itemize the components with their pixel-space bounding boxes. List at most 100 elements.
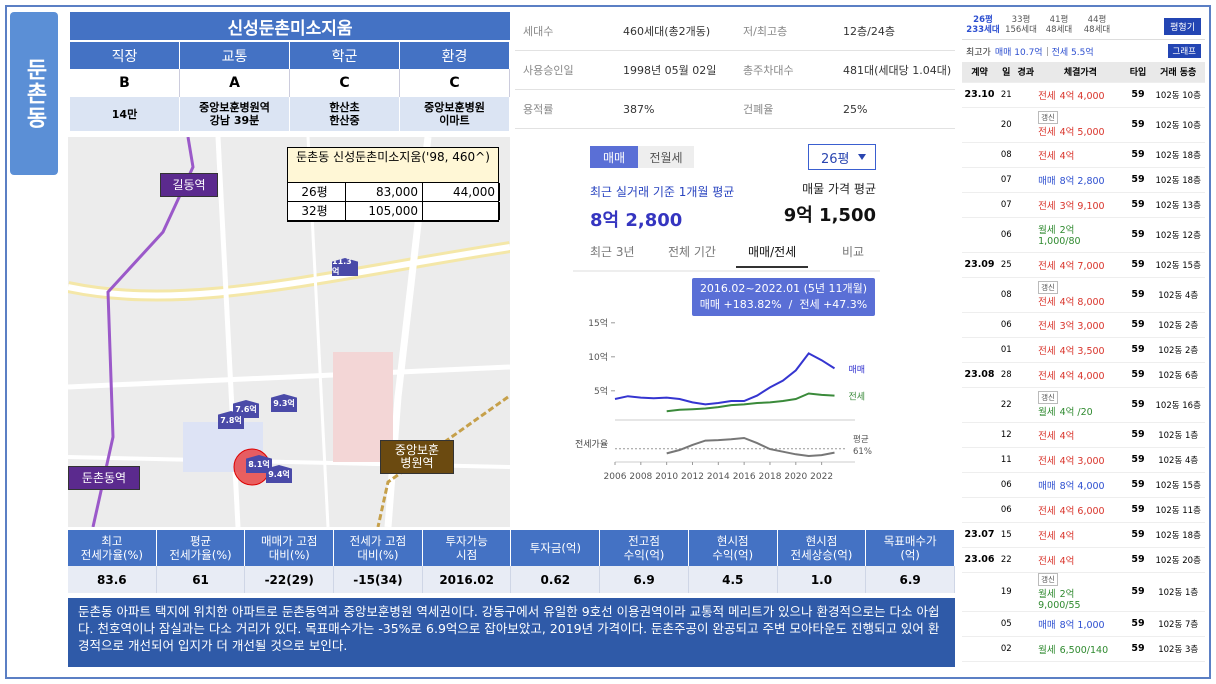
deal-type: 59 [1124, 497, 1152, 523]
deal-kind: 전세 [1038, 455, 1056, 467]
deal-price: 전세 4억 [1036, 547, 1125, 573]
column-header: 거래 동층 [1151, 62, 1205, 83]
size-tab[interactable]: 44평 48세대 [1078, 15, 1116, 35]
series-line [614, 352, 836, 406]
stats-header: 투자가능 시점 [422, 530, 512, 566]
deal-kind: 월세 [1038, 225, 1056, 236]
deal-elapsed [1015, 387, 1037, 423]
size-tab[interactable]: 26평 233세대 [964, 15, 1002, 35]
tooltip-line: 2016.02~2022.01 (5년 11개월) [699, 282, 868, 295]
stats-values: 83.6 61 -22(29) -15(34) 2016.02 0.62 6.9 4.5 1.0… [68, 566, 955, 593]
renewal-tag: 갱신 [1038, 281, 1058, 294]
period-tab[interactable]: 비교 [842, 245, 865, 259]
x-tick-label: 2016 [733, 472, 756, 482]
deal-type-tab[interactable]: 매매 [590, 146, 638, 168]
deal-amount: 4억 4,000 [1059, 90, 1105, 102]
deal-price-line: 매매 8억 1,000 [1038, 617, 1123, 631]
deal-type: 59 [1124, 82, 1152, 108]
deal-day: 11 [997, 447, 1016, 473]
score-headers: 직장 교통 학군 환경 [70, 42, 510, 69]
overlay-cell: 26평 [288, 183, 346, 201]
plan-button[interactable]: 평형기 [1164, 18, 1201, 35]
recent-label: 최근 실거래 기준 1개월 평균 [590, 185, 735, 199]
deal-elapsed [1015, 447, 1037, 473]
deal-month [962, 387, 997, 423]
column-header: 경과 [1015, 62, 1037, 83]
deal-type: 59 [1124, 362, 1152, 388]
deal-row: 06 매매 8억 4,000 59 102동 15층 [962, 472, 1205, 498]
deal-price-line: 전세 3억 9,100 [1038, 198, 1123, 212]
size-select[interactable]: 26평 [808, 144, 876, 170]
description: 둔촌동 아파트 택지에 위치한 아파트로 둔촌동역과 중앙보훈병원 역세권이다.… [68, 598, 955, 667]
deal-type-tab[interactable]: 전월세 [638, 146, 694, 168]
stats-header: 최고 전세가율(%) [68, 530, 157, 566]
score-grade: A [180, 69, 290, 97]
period-tab[interactable]: 전체 기간 [668, 245, 716, 259]
deal-kind: 전세 [1038, 297, 1056, 308]
deal-row: 23.08 28 전세 4억 4,000 59 102동 6층 [962, 362, 1205, 388]
size-tab[interactable]: 41평 48세대 [1040, 15, 1078, 35]
deal-type: 59 [1124, 387, 1152, 423]
deal-kind: 전세 [1038, 127, 1056, 138]
info-value: 460세대(총2개동) [623, 25, 711, 38]
deal-type: 59 [1124, 277, 1152, 313]
deal-row: 12 전세 4억 59 102동 1층 [962, 422, 1205, 448]
size-tab-size: 44평 [1087, 15, 1107, 25]
deal-unit: 102동 7층 [1151, 611, 1205, 637]
listing-value: 9억 1,500 [783, 205, 876, 226]
deal-price: 전세 4억 7,000 [1036, 252, 1125, 278]
stats-value: -22(29) [245, 566, 335, 593]
deal-elapsed [1015, 277, 1037, 313]
deal-elapsed [1015, 497, 1037, 523]
info-label: 용적률 [523, 103, 554, 116]
deal-kind: 전세 [1038, 150, 1056, 162]
deal-row: 11 전세 4억 3,000 59 102동 4층 [962, 447, 1205, 473]
deal-amount: 4억 6,000 [1059, 505, 1105, 517]
column-header: 계약 [962, 62, 997, 83]
deal-price-line: 매매 8억 4,000 [1038, 478, 1123, 492]
deal-kind: 매매 [1038, 619, 1056, 631]
deal-month [962, 107, 997, 143]
deal-day: 08 [997, 277, 1016, 313]
deal-amount: 4억 8,000 [1059, 297, 1105, 308]
deal-day: 07 [997, 192, 1016, 218]
deal-unit: 102동 2층 [1151, 312, 1205, 338]
deal-price: 전세 4억 [1036, 422, 1125, 448]
deal-row: 06 전세 3억 3,000 59 102동 2층 [962, 312, 1205, 338]
x-tick-label: 2022 [810, 472, 833, 482]
deal-day: 05 [997, 611, 1016, 637]
stats-header: 평균 전세가율(%) [156, 530, 246, 566]
deal-unit: 102동 10층 [1151, 107, 1205, 143]
deal-month [962, 636, 997, 662]
station-label: 중앙보훈 병원역 [380, 440, 454, 474]
deal-day: 01 [997, 337, 1016, 363]
deal-unit: 102동 16층 [1151, 387, 1205, 423]
graph-button[interactable]: 그래프 [1167, 44, 1201, 58]
deal-kind: 전세 [1038, 370, 1056, 382]
deal-unit: 102동 15층 [1151, 472, 1205, 498]
stats-value: 4.5 [688, 566, 778, 593]
deal-sub: 9,000/55 [1038, 599, 1081, 611]
score-header: 직장 [70, 42, 180, 69]
listing-label: 매물 가격 평균 [802, 182, 876, 196]
deal-kind: 매매 [1038, 175, 1056, 187]
x-tick-label: 2012 [681, 472, 704, 482]
deal-row: 23.07 15 전세 4억 59 102동 18층 [962, 522, 1205, 548]
deal-price-line: 매매 8억 2,800 [1038, 173, 1123, 187]
deal-unit: 102동 4층 [1151, 277, 1205, 313]
size-tab-size: 41평 [1049, 15, 1069, 25]
title: 신성둔촌미소지움 [70, 12, 510, 40]
period-tab[interactable]: 최근 3년 [590, 245, 635, 259]
deal-price-line: 전세 3억 3,000 [1038, 318, 1123, 332]
score-detail: 중앙보훈병원역 강남 39분 [180, 97, 290, 131]
deal-price-line: 월세 2억 [1038, 222, 1123, 236]
deal-month [962, 167, 997, 193]
deal-day: 06 [997, 472, 1016, 498]
deal-unit: 102동 18층 [1151, 522, 1205, 548]
renewal-tag: 갱신 [1038, 391, 1058, 404]
deal-price-line: 전세 4억 8,000 [1038, 294, 1123, 308]
period-tab[interactable]: 매매/전세 [736, 243, 809, 268]
deal-elapsed [1015, 472, 1037, 498]
size-tab[interactable]: 33평 156세대 [1002, 15, 1040, 35]
deal-sub: 1,000/80 [1038, 236, 1081, 247]
